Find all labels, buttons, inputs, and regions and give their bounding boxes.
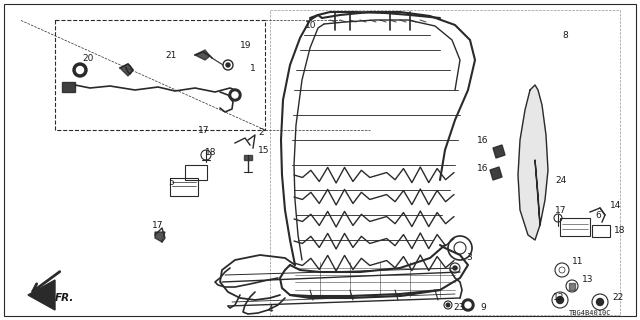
Circle shape xyxy=(465,302,471,308)
Text: 17: 17 xyxy=(555,205,566,214)
Text: 4: 4 xyxy=(268,306,274,315)
Bar xyxy=(55,20,265,130)
Bar xyxy=(560,218,590,236)
Circle shape xyxy=(73,63,87,77)
Circle shape xyxy=(596,299,604,306)
Circle shape xyxy=(462,299,474,311)
Text: 18: 18 xyxy=(614,226,625,235)
Text: 22: 22 xyxy=(612,293,623,302)
Polygon shape xyxy=(569,283,575,290)
Text: 18: 18 xyxy=(205,148,216,156)
Bar xyxy=(170,178,198,196)
Text: 24: 24 xyxy=(555,175,566,185)
Text: 16: 16 xyxy=(477,135,488,145)
Text: 23: 23 xyxy=(453,303,465,313)
Text: 12: 12 xyxy=(553,293,564,302)
Text: 14: 14 xyxy=(610,201,621,210)
Circle shape xyxy=(77,67,83,74)
Polygon shape xyxy=(120,64,133,76)
Text: 9: 9 xyxy=(480,303,486,313)
Circle shape xyxy=(232,92,238,98)
Text: 1: 1 xyxy=(250,63,256,73)
Text: 19: 19 xyxy=(240,41,252,50)
Text: 8: 8 xyxy=(562,30,568,39)
Text: 11: 11 xyxy=(572,258,584,267)
Circle shape xyxy=(229,89,241,101)
Text: TBG4B4010C: TBG4B4010C xyxy=(569,310,611,316)
Polygon shape xyxy=(518,85,548,240)
Text: 15: 15 xyxy=(258,146,269,155)
Text: 17: 17 xyxy=(198,125,209,134)
Text: 21: 21 xyxy=(165,51,177,60)
Circle shape xyxy=(226,63,230,67)
Bar xyxy=(185,165,207,180)
Polygon shape xyxy=(244,155,252,160)
Text: 13: 13 xyxy=(582,276,593,284)
Text: 20: 20 xyxy=(82,53,93,62)
Text: 5: 5 xyxy=(168,178,173,187)
Circle shape xyxy=(446,303,450,307)
Polygon shape xyxy=(493,145,505,158)
Text: 10: 10 xyxy=(305,20,317,29)
Polygon shape xyxy=(155,232,165,242)
Polygon shape xyxy=(490,167,502,180)
Text: 2: 2 xyxy=(258,127,264,137)
Text: FR.: FR. xyxy=(55,293,74,303)
Circle shape xyxy=(453,266,457,270)
Text: 3: 3 xyxy=(466,253,472,262)
Text: 6: 6 xyxy=(595,211,601,220)
Polygon shape xyxy=(28,280,55,310)
Circle shape xyxy=(557,297,563,303)
Polygon shape xyxy=(195,50,210,60)
Text: 16: 16 xyxy=(477,164,488,172)
Bar xyxy=(592,225,610,237)
Text: 17: 17 xyxy=(152,220,163,229)
Polygon shape xyxy=(62,82,75,92)
